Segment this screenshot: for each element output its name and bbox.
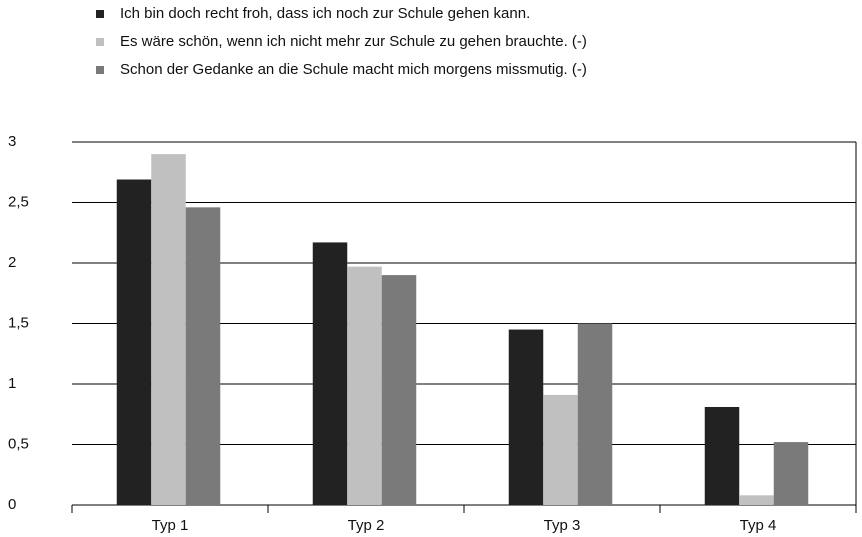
- bar: [347, 266, 382, 505]
- bar: [577, 323, 613, 505]
- x-tick-label: Typ 2: [348, 517, 385, 534]
- legend-swatch: [96, 10, 104, 18]
- y-tick-label: 2: [8, 254, 16, 271]
- bar: [773, 442, 809, 505]
- y-tick-label: 1: [8, 375, 16, 392]
- bar: [508, 329, 544, 505]
- x-tick-label: Typ 3: [544, 517, 581, 534]
- legend-swatch: [96, 66, 104, 74]
- legend-label: Es wäre schön, wenn ich nicht mehr zur S…: [120, 33, 587, 50]
- y-tick-label: 0,5: [8, 435, 29, 452]
- bar: [704, 406, 740, 505]
- x-tick-label: Typ 4: [740, 517, 777, 534]
- y-tick-label: 3: [8, 133, 16, 150]
- y-tick-label: 0: [8, 496, 16, 513]
- y-tick-label: 2,5: [8, 193, 29, 210]
- bar: [116, 179, 152, 505]
- legend-label: Ich bin doch recht froh, dass ich noch z…: [120, 5, 530, 22]
- bar: [543, 394, 578, 505]
- bar: [151, 154, 186, 505]
- y-tick-label: 1,5: [8, 314, 29, 331]
- legend-label: Schon der Gedanke an die Schule macht mi…: [120, 61, 587, 78]
- bar: [185, 207, 221, 505]
- x-tick-label: Typ 1: [152, 517, 189, 534]
- bar: [381, 275, 417, 505]
- bar: [312, 242, 348, 505]
- legend-swatch: [96, 38, 104, 46]
- bar: [739, 495, 774, 505]
